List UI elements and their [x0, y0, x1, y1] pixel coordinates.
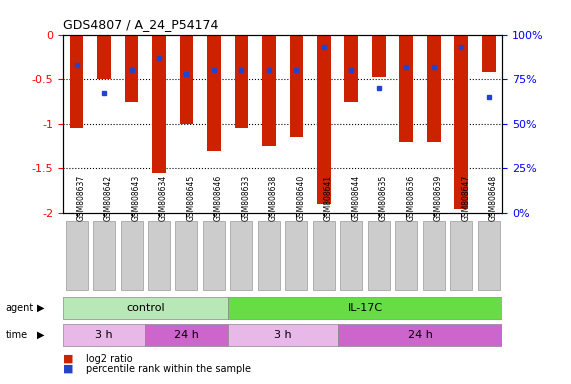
FancyBboxPatch shape: [66, 221, 87, 290]
FancyBboxPatch shape: [120, 221, 143, 290]
Text: GSM808640: GSM808640: [296, 175, 305, 221]
FancyBboxPatch shape: [286, 221, 307, 290]
Bar: [235, 35, 248, 128]
Text: GSM808634: GSM808634: [159, 175, 168, 221]
Text: GSM808633: GSM808633: [242, 175, 251, 221]
FancyBboxPatch shape: [258, 221, 280, 290]
Bar: [70, 35, 83, 128]
Text: GSM808643: GSM808643: [131, 175, 140, 221]
Text: GSM808648: GSM808648: [489, 175, 498, 221]
Text: ▶: ▶: [37, 330, 45, 340]
FancyBboxPatch shape: [228, 297, 502, 319]
Bar: [372, 35, 385, 78]
Text: GSM808646: GSM808646: [214, 175, 223, 221]
FancyBboxPatch shape: [231, 221, 252, 290]
Text: time: time: [6, 330, 28, 340]
Bar: [97, 35, 111, 79]
Text: GSM808641: GSM808641: [324, 175, 333, 221]
Text: GSM808644: GSM808644: [351, 175, 360, 221]
FancyBboxPatch shape: [423, 221, 445, 290]
Text: ■: ■: [63, 354, 73, 364]
Text: 24 h: 24 h: [174, 330, 199, 340]
FancyBboxPatch shape: [63, 324, 145, 346]
Bar: [207, 35, 221, 151]
FancyBboxPatch shape: [395, 221, 417, 290]
FancyBboxPatch shape: [451, 221, 472, 290]
Text: GSM808635: GSM808635: [379, 175, 388, 221]
FancyBboxPatch shape: [337, 324, 502, 346]
Bar: [317, 35, 331, 204]
Text: 3 h: 3 h: [274, 330, 291, 340]
FancyBboxPatch shape: [313, 221, 335, 290]
Bar: [180, 35, 194, 124]
FancyBboxPatch shape: [145, 324, 228, 346]
Text: percentile rank within the sample: percentile rank within the sample: [86, 364, 251, 374]
Text: 24 h: 24 h: [408, 330, 432, 340]
Text: GSM808636: GSM808636: [407, 175, 415, 221]
Bar: [427, 35, 441, 142]
Bar: [482, 35, 496, 72]
FancyBboxPatch shape: [340, 221, 363, 290]
Bar: [455, 35, 468, 209]
Text: log2 ratio: log2 ratio: [86, 354, 132, 364]
FancyBboxPatch shape: [148, 221, 170, 290]
Text: GDS4807 / A_24_P54174: GDS4807 / A_24_P54174: [63, 18, 218, 31]
Text: GSM808645: GSM808645: [187, 175, 195, 221]
FancyBboxPatch shape: [93, 221, 115, 290]
Bar: [400, 35, 413, 142]
Text: agent: agent: [6, 303, 34, 313]
Bar: [289, 35, 303, 137]
Bar: [262, 35, 276, 146]
Text: GSM808637: GSM808637: [77, 175, 86, 221]
Text: 3 h: 3 h: [95, 330, 113, 340]
FancyBboxPatch shape: [175, 221, 198, 290]
Text: GSM808647: GSM808647: [461, 175, 471, 221]
FancyBboxPatch shape: [368, 221, 390, 290]
Text: GSM808642: GSM808642: [104, 175, 113, 221]
Bar: [344, 35, 358, 101]
Bar: [152, 35, 166, 173]
Text: IL-17C: IL-17C: [348, 303, 383, 313]
FancyBboxPatch shape: [478, 221, 500, 290]
Text: GSM808639: GSM808639: [434, 175, 443, 221]
FancyBboxPatch shape: [203, 221, 225, 290]
Text: control: control: [126, 303, 164, 313]
Bar: [124, 35, 138, 101]
Text: ■: ■: [63, 364, 73, 374]
Text: GSM808638: GSM808638: [269, 175, 278, 221]
FancyBboxPatch shape: [228, 324, 337, 346]
Text: ▶: ▶: [37, 303, 45, 313]
FancyBboxPatch shape: [63, 297, 228, 319]
